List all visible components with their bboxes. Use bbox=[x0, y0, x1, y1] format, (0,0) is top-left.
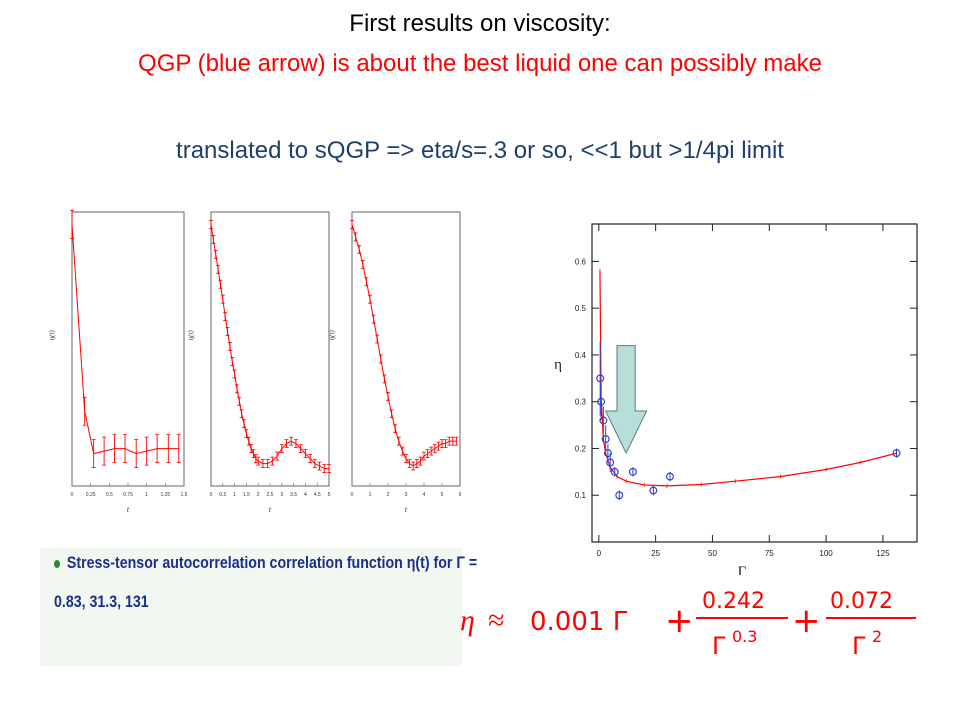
bullet-icon bbox=[54, 559, 61, 568]
y-tick-label: 0.3 bbox=[575, 398, 587, 407]
caption-line-1: Stress-tensor autocorrelation correlatio… bbox=[66, 554, 478, 572]
formula-eta: η bbox=[460, 604, 475, 637]
data-point bbox=[610, 467, 619, 476]
figure-caption: Stress-tensor autocorrelation correlatio… bbox=[54, 554, 477, 573]
x-tick-label: 0.75 bbox=[123, 492, 133, 498]
data-point bbox=[601, 435, 610, 444]
x-tick-label: 125 bbox=[876, 549, 890, 558]
formula-den1-exp: 0.3 bbox=[732, 627, 757, 646]
x-tick-label: 0 bbox=[351, 492, 354, 498]
y-tick-label: 0.6 bbox=[575, 257, 587, 266]
x-tick-label: 1.5 bbox=[243, 492, 250, 498]
formula-num2: 0.072 bbox=[830, 589, 893, 614]
formula-den2-exp: 2 bbox=[872, 627, 882, 646]
formula-term1: 0.001 Γ bbox=[530, 607, 628, 637]
x-tick-label: 75 bbox=[765, 549, 774, 558]
x-tick-label: 0 bbox=[210, 492, 213, 498]
x-tick-label: 4 bbox=[423, 492, 426, 498]
data-point bbox=[599, 416, 608, 425]
x-tick-label: 25 bbox=[651, 549, 660, 558]
y-tick-label: 0.5 bbox=[575, 304, 587, 313]
x-tick-label: 1 bbox=[233, 492, 236, 498]
x-axis-label: t bbox=[127, 505, 130, 514]
data-point bbox=[649, 486, 658, 495]
left-figure-panel: 0 0.25 0.5 0.75 1 1.25 1.5 t η(t) 0 0.5 1 1.5 2 2.5 3 3.… bbox=[40, 198, 477, 666]
data-point bbox=[892, 449, 901, 458]
formula-plus-1: + bbox=[665, 601, 694, 641]
title-line-1: First results on viscosity: bbox=[349, 10, 611, 37]
x-tick-label: 100 bbox=[819, 549, 833, 558]
x-axis-label: Γ bbox=[738, 564, 747, 575]
x-tick-label: 0.25 bbox=[86, 492, 96, 498]
y-tick-label: 0.1 bbox=[575, 491, 587, 500]
x-tick-label: 50 bbox=[708, 549, 717, 558]
y-tick-label: 0.4 bbox=[575, 351, 587, 360]
x-tick-label: 4 bbox=[304, 492, 307, 498]
x-tick-label: 3.5 bbox=[290, 492, 297, 498]
y-axis-label: η(t) bbox=[48, 330, 56, 341]
formula-den1-base: Γ bbox=[712, 632, 726, 660]
x-tick-label: 3 bbox=[280, 492, 283, 498]
x-tick-label: 0 bbox=[597, 549, 602, 558]
caption-line-2: 0.83, 31.3, 131 bbox=[54, 593, 149, 611]
left-chart-background bbox=[40, 198, 462, 548]
x-tick-label: 4.5 bbox=[314, 492, 321, 498]
fit-formula: η ≈ 0.001 Γ + 0.242 Γ 0.3 + 0.072 Γ 2 bbox=[460, 589, 916, 660]
data-point bbox=[603, 449, 612, 458]
y-axis-label: η(t) bbox=[187, 330, 195, 341]
x-tick-label: 2 bbox=[257, 492, 260, 498]
panel-1: 0 0.25 0.5 0.75 1 1.25 1.5 t η(t) bbox=[48, 210, 188, 514]
x-tick-label: 0 bbox=[71, 492, 74, 498]
x-tick-label: 6 bbox=[459, 492, 462, 498]
x-tick-label: 5 bbox=[328, 492, 331, 498]
blue-arrow-icon bbox=[604, 345, 648, 455]
formula-den2-base: Γ bbox=[852, 632, 866, 660]
x-tick-label: 0.5 bbox=[219, 492, 226, 498]
x-tick-label: 2.5 bbox=[267, 492, 274, 498]
data-point bbox=[615, 491, 624, 500]
data-point bbox=[665, 472, 674, 481]
x-tick-label: 1.5 bbox=[181, 492, 188, 498]
title-line-2: QGP (blue arrow) is about the best liqui… bbox=[138, 50, 822, 77]
panel-3: 0 1 2 3 4 5 6 t η(t) bbox=[328, 211, 462, 514]
autocorrelation-charts: 0 0.25 0.5 0.75 1 1.25 1.5 t η(t) 0 0.5 1 1.5 2 2.5 3 3.… bbox=[40, 198, 462, 548]
viscosity-vs-gamma-chart: 0 25 50 75 100 125 0.1 0.2 0.3 0.4 0.5 0.6 Γη bbox=[554, 223, 918, 575]
x-tick-label: 0.5 bbox=[106, 492, 113, 498]
x-axis-label: t bbox=[269, 505, 272, 514]
formula-num1: 0.242 bbox=[702, 589, 765, 614]
data-point bbox=[596, 374, 605, 383]
formula-plus-2: + bbox=[792, 601, 821, 641]
x-tick-label: 2 bbox=[387, 492, 390, 498]
x-axis-label: t bbox=[405, 505, 408, 514]
x-tick-label: 1.25 bbox=[160, 492, 170, 498]
data-point bbox=[628, 467, 637, 476]
panel-2: 0 0.5 1 1.5 2 2.5 3 3.5 4 4.5 5 t η(t) bbox=[187, 211, 331, 514]
y-tick-label: 0.2 bbox=[575, 444, 587, 453]
x-tick-label: 3 bbox=[405, 492, 408, 498]
x-tick-label: 5 bbox=[441, 492, 444, 498]
data-point bbox=[597, 397, 606, 406]
formula-approx: ≈ bbox=[488, 604, 504, 637]
plot-frame bbox=[591, 223, 918, 543]
x-tick-label: 1 bbox=[145, 492, 148, 498]
subtitle-line: translated to sQGP => eta/s=.3 or so, <<… bbox=[176, 137, 784, 164]
x-tick-label: 1 bbox=[369, 492, 372, 498]
data-point bbox=[606, 458, 615, 467]
y-axis-label: η(t) bbox=[328, 330, 336, 341]
y-axis-label: η bbox=[554, 357, 562, 373]
